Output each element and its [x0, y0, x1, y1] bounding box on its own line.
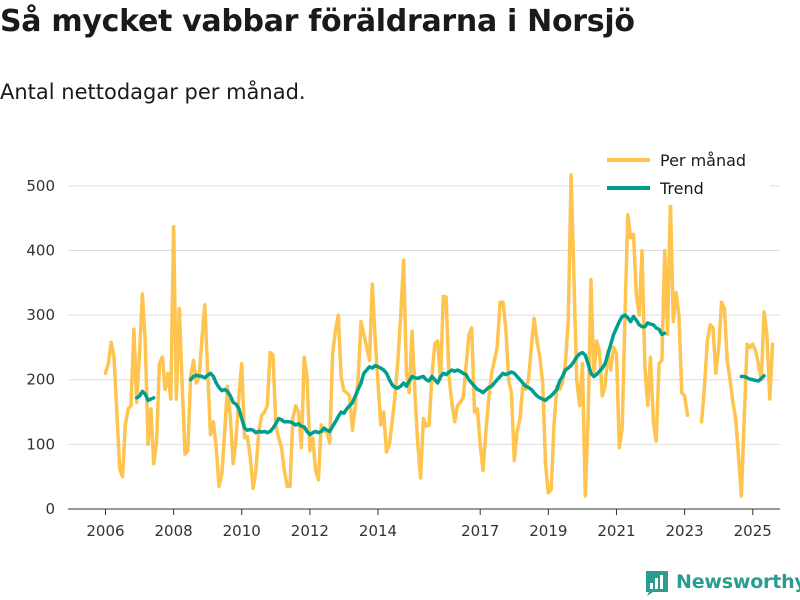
- series-line-trend-segment-1: [188, 313, 667, 437]
- x-tick-label: 2021: [597, 522, 635, 540]
- x-tick-label: 2023: [666, 522, 704, 540]
- x-tick-label: 2008: [155, 522, 193, 540]
- chart-subtitle: Antal nettodagar per månad.: [0, 80, 306, 104]
- y-tick-label: 100: [26, 435, 55, 453]
- legend-background: [600, 145, 770, 205]
- y-tick-label: 300: [26, 306, 55, 324]
- legend-label-trend: Trend: [659, 179, 704, 198]
- legend-label-per-manad: Per månad: [660, 151, 746, 170]
- x-tick-label: 2012: [291, 522, 329, 540]
- x-tick-label: 2019: [529, 522, 567, 540]
- series-line-per-manad-segment-1: [699, 300, 775, 498]
- x-tick-label: 2025: [734, 522, 772, 540]
- brand-name: Newsworthy: [676, 571, 800, 593]
- x-tick-label: 2010: [223, 522, 261, 540]
- y-tick-label: 200: [26, 371, 55, 389]
- newsworthy-logo-icon: [646, 571, 668, 596]
- series-line-trend-segment-0: [134, 389, 156, 403]
- series-lines: [103, 173, 775, 498]
- series-line-trend-segment-2: [739, 374, 766, 383]
- chart-title: Så mycket vabbar föräldrarna i Norsjö: [0, 4, 635, 39]
- x-tick-label: 2014: [359, 522, 397, 540]
- x-tick-label: 2017: [461, 522, 499, 540]
- axes: 0 100 200 300 400 500 2006 2008 2010 2012 2014 2017…: [26, 177, 780, 540]
- y-tick-label: 500: [26, 177, 55, 195]
- x-tick-label: 2006: [86, 522, 124, 540]
- y-tick-label: 0: [45, 500, 55, 518]
- brand-logo: Newsworthy: [644, 568, 800, 596]
- series-line-per-manad-segment-0: [103, 173, 690, 498]
- legend: Per månad Trend: [600, 145, 770, 205]
- y-tick-label: 400: [26, 241, 55, 259]
